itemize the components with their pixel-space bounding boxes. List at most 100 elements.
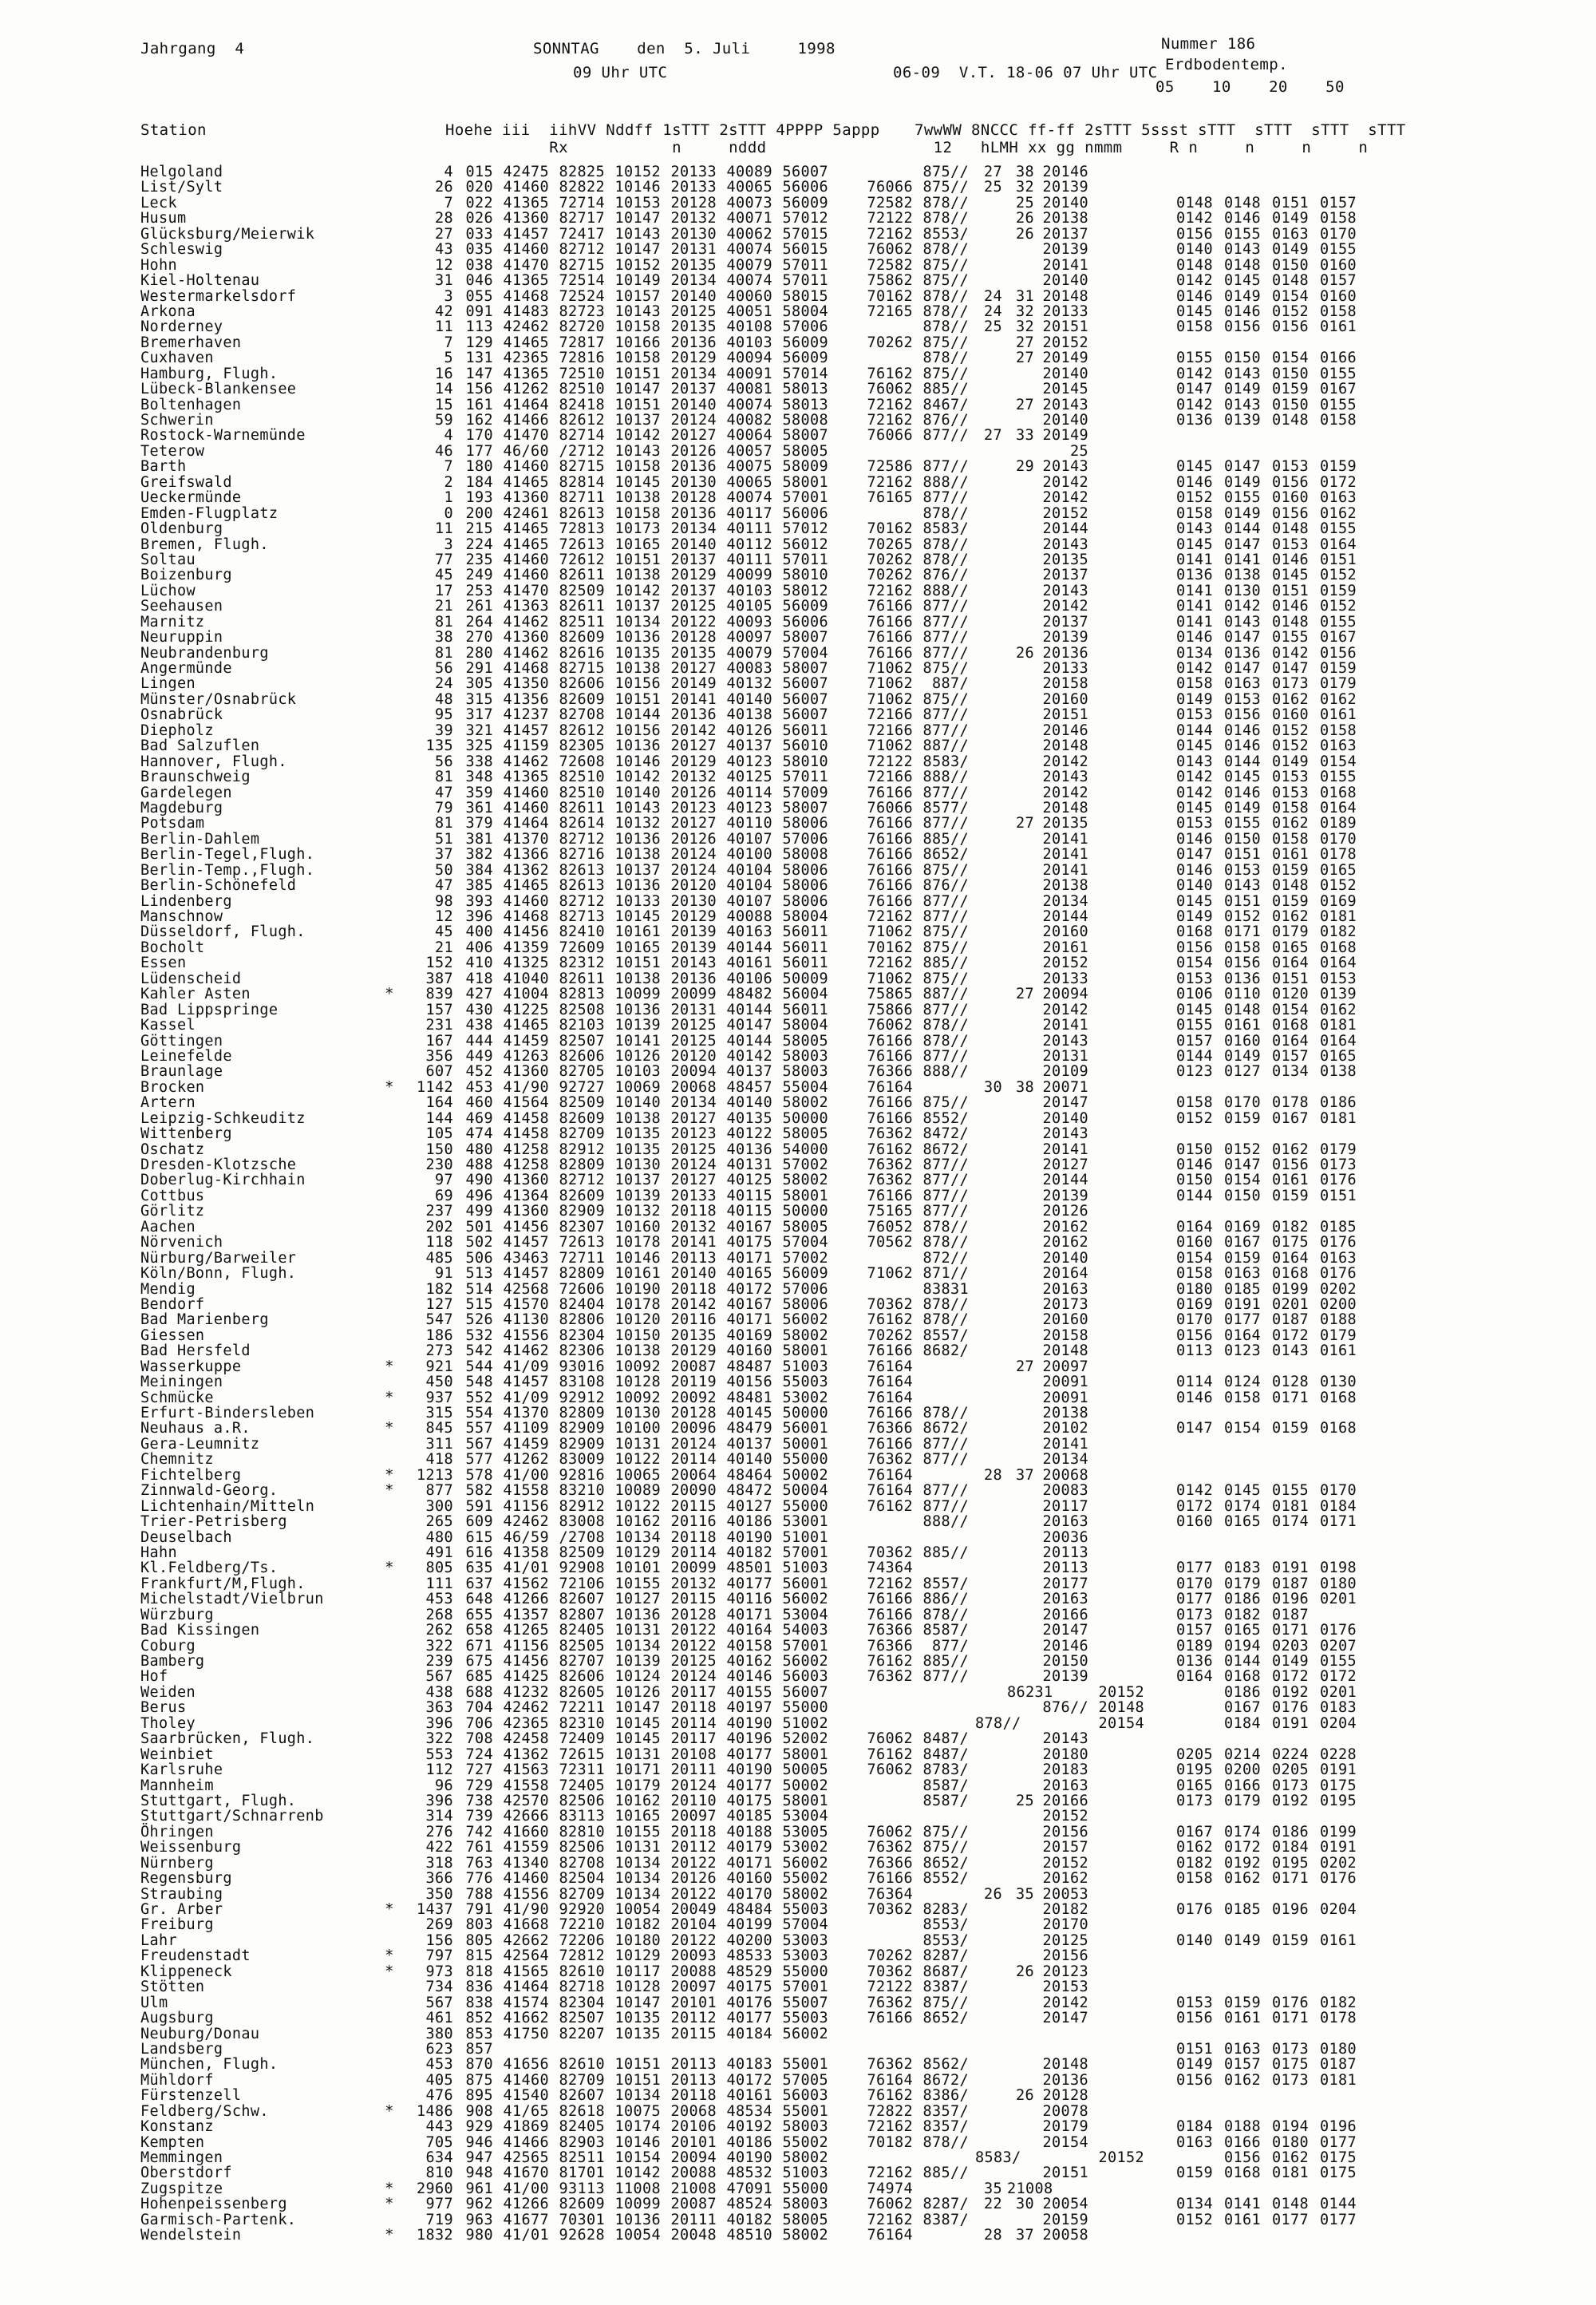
group-1sTTT: 10130 <box>614 1405 661 1421</box>
station-height: 805 <box>425 1560 453 1577</box>
soil-temp-50cm: 0202 <box>1320 1280 1357 1298</box>
group-1sTTT: 10142 <box>614 427 661 445</box>
station-id-iii: 961 <box>465 2180 493 2197</box>
station-name: Wasserkuppe <box>140 1358 242 1375</box>
group-5appp: 58006 <box>782 861 828 879</box>
wind-gg: 37 <box>1016 1466 1034 1484</box>
soil-temp-20cm: 0160 <box>1272 489 1309 507</box>
soil-temp-20cm: 0158 <box>1272 830 1309 848</box>
soil-temp-10cm: 0155 <box>1224 489 1261 507</box>
table-row: Regensburg 366 776 41460 82504 10134 20126 4016… <box>0 1870 1596 1888</box>
table-row: Lahr 156 805 42662 72206 10180 20122 40200 53003… <box>0 1932 1596 1948</box>
group-nddff: 82809 <box>559 1405 605 1421</box>
group-2sTTT: 20115 <box>670 2025 717 2042</box>
group-2sTTT: 20131 <box>670 241 717 259</box>
mountain-station-marker: * <box>385 1560 394 1577</box>
station-name: Bendorf <box>140 1295 205 1313</box>
group-1sTTT: 10130 <box>614 1156 661 1173</box>
soil-temp-05cm: 0155 <box>1176 350 1213 367</box>
station-name: Freudenstadt <box>140 1947 251 1965</box>
group-5appp: 51002 <box>782 1714 828 1732</box>
station-name: Schwerin <box>140 412 214 429</box>
soil-temp-20cm: 0148 <box>1272 613 1309 631</box>
station-height: 79 <box>435 799 453 816</box>
group-5appp: 58003 <box>782 2196 828 2213</box>
station-name: Braunschweig <box>140 769 251 786</box>
group-iihvv: 41470 <box>503 427 549 445</box>
station-id-iii: 895 <box>465 2087 493 2105</box>
group-5appp: 58004 <box>782 908 828 925</box>
group-2sTTT-min: 20143 <box>1042 769 1088 786</box>
group-4PPPP: 40169 <box>726 1326 772 1344</box>
soil-temp-10cm: 0184 <box>1224 1714 1261 1732</box>
group-8NCCC: 877// <box>922 1497 969 1515</box>
group-8NCCC: 887// <box>922 986 969 1003</box>
group-1sTTT: 10138 <box>614 567 661 584</box>
soil-temp-20cm: 0162 <box>1272 690 1309 708</box>
soil-temp-10cm: 0110 <box>1224 986 1261 1003</box>
group-nddff: 92816 <box>559 1466 605 1484</box>
group-iihvv: 41460 <box>503 892 549 910</box>
group-1sTTT: 10152 <box>614 256 661 274</box>
group-5appp: 57015 <box>782 225 828 243</box>
station-id-iii: 815 <box>465 1947 493 1965</box>
soil-temp-10cm: 0164 <box>1224 1326 1261 1344</box>
table-row: Bad Salzuflen 135 325 41159 82305 10136 20127 4… <box>0 738 1596 754</box>
station-height: 547 <box>425 1311 453 1329</box>
group-2sTTT-min: 20113 <box>1042 1560 1088 1577</box>
soil-temp-10cm: 0179 <box>1224 1792 1261 1809</box>
table-row: Magdeburg 79 361 41460 82611 10143 20123 40123 5… <box>0 799 1596 816</box>
group-iihvv: 41266 <box>503 2196 549 2213</box>
table-row: Neuruppin 38 270 41360 82609 10136 20128 40097 5… <box>0 630 1596 646</box>
station-name: Seehausen <box>140 598 223 615</box>
wind-gg: 27 <box>1016 815 1034 832</box>
group-iihvv: 41/01 <box>503 2227 549 2244</box>
group-nddff: 92628 <box>559 2227 605 2244</box>
group-8NCCC: 875// <box>922 970 969 987</box>
table-row: Fichtelberg * 1213 578 41/00 92816 10065 20064 4… <box>0 1466 1596 1484</box>
mountain-station-marker: * <box>385 986 394 1003</box>
group-5appp: 58001 <box>782 1187 828 1204</box>
group-iihvv: 41464 <box>503 815 549 832</box>
group-iihvv: 41556 <box>503 1885 549 1903</box>
group-7wwWW: 72586 <box>867 458 913 476</box>
table-row: Münster/Osnabrück 48 315 41356 82609 10151 201… <box>0 690 1596 708</box>
group-5appp: 58002 <box>782 1326 828 1344</box>
station-name: Regensburg <box>140 1870 232 1888</box>
group-1sTTT: 10131 <box>614 1435 661 1453</box>
station-name: Berlin-Temp.,Flugh. <box>140 861 315 879</box>
group-1sTTT: 10145 <box>614 908 661 925</box>
group-2sTTT: 20134 <box>670 272 717 290</box>
soil-temp-20cm: 0154 <box>1272 1001 1309 1018</box>
group-5appp: 54003 <box>782 1622 828 1639</box>
soil-temp-50cm: 0159 <box>1320 458 1357 476</box>
group-7wwWW: 76366 <box>867 1063 913 1081</box>
soil-temp-10cm: 0186 <box>1224 1683 1261 1701</box>
station-id-iii: 026 <box>465 210 493 227</box>
column-header-left-line2: Rx n nddd <box>445 139 767 156</box>
group-2sTTT: 20127 <box>670 1172 717 1189</box>
group-2sTTT: 20134 <box>670 520 717 538</box>
soil-temp-20cm: 0146 <box>1272 551 1309 568</box>
group-1sTTT: 10161 <box>614 923 661 941</box>
station-id-iii: 418 <box>465 970 493 987</box>
group-5appp: 57006 <box>782 1280 828 1298</box>
group-8NCCC: 888// <box>922 582 969 599</box>
group-nddff: 83210 <box>559 1482 605 1500</box>
soil-temp-10cm: 0146 <box>1224 784 1261 801</box>
group-iihvv: 41470 <box>503 582 549 599</box>
group-iihvv: 41462 <box>503 644 549 662</box>
group-4PPPP: 40127 <box>726 1497 772 1515</box>
group-5appp: 56007 <box>782 675 828 693</box>
group-2sTTT-min: 20163 <box>1042 1777 1088 1794</box>
group-2sTTT: 20133 <box>670 179 717 196</box>
group-2sTTT: 20068 <box>670 1078 717 1096</box>
soil-temp-10cm: 0167 <box>1224 1699 1261 1717</box>
soil-temp-20cm: 0173 <box>1272 675 1309 693</box>
group-iihvv: 41466 <box>503 2133 549 2151</box>
soil-temp-10cm: 0152 <box>1224 1141 1261 1158</box>
group-2sTTT: 20117 <box>670 1730 717 1748</box>
table-row: Feldberg/Schw. * 1486 908 41/65 82618 10075 200… <box>0 2103 1596 2119</box>
station-height: 476 <box>425 2087 453 2105</box>
group-8NCCC: 877// <box>922 1001 969 1018</box>
